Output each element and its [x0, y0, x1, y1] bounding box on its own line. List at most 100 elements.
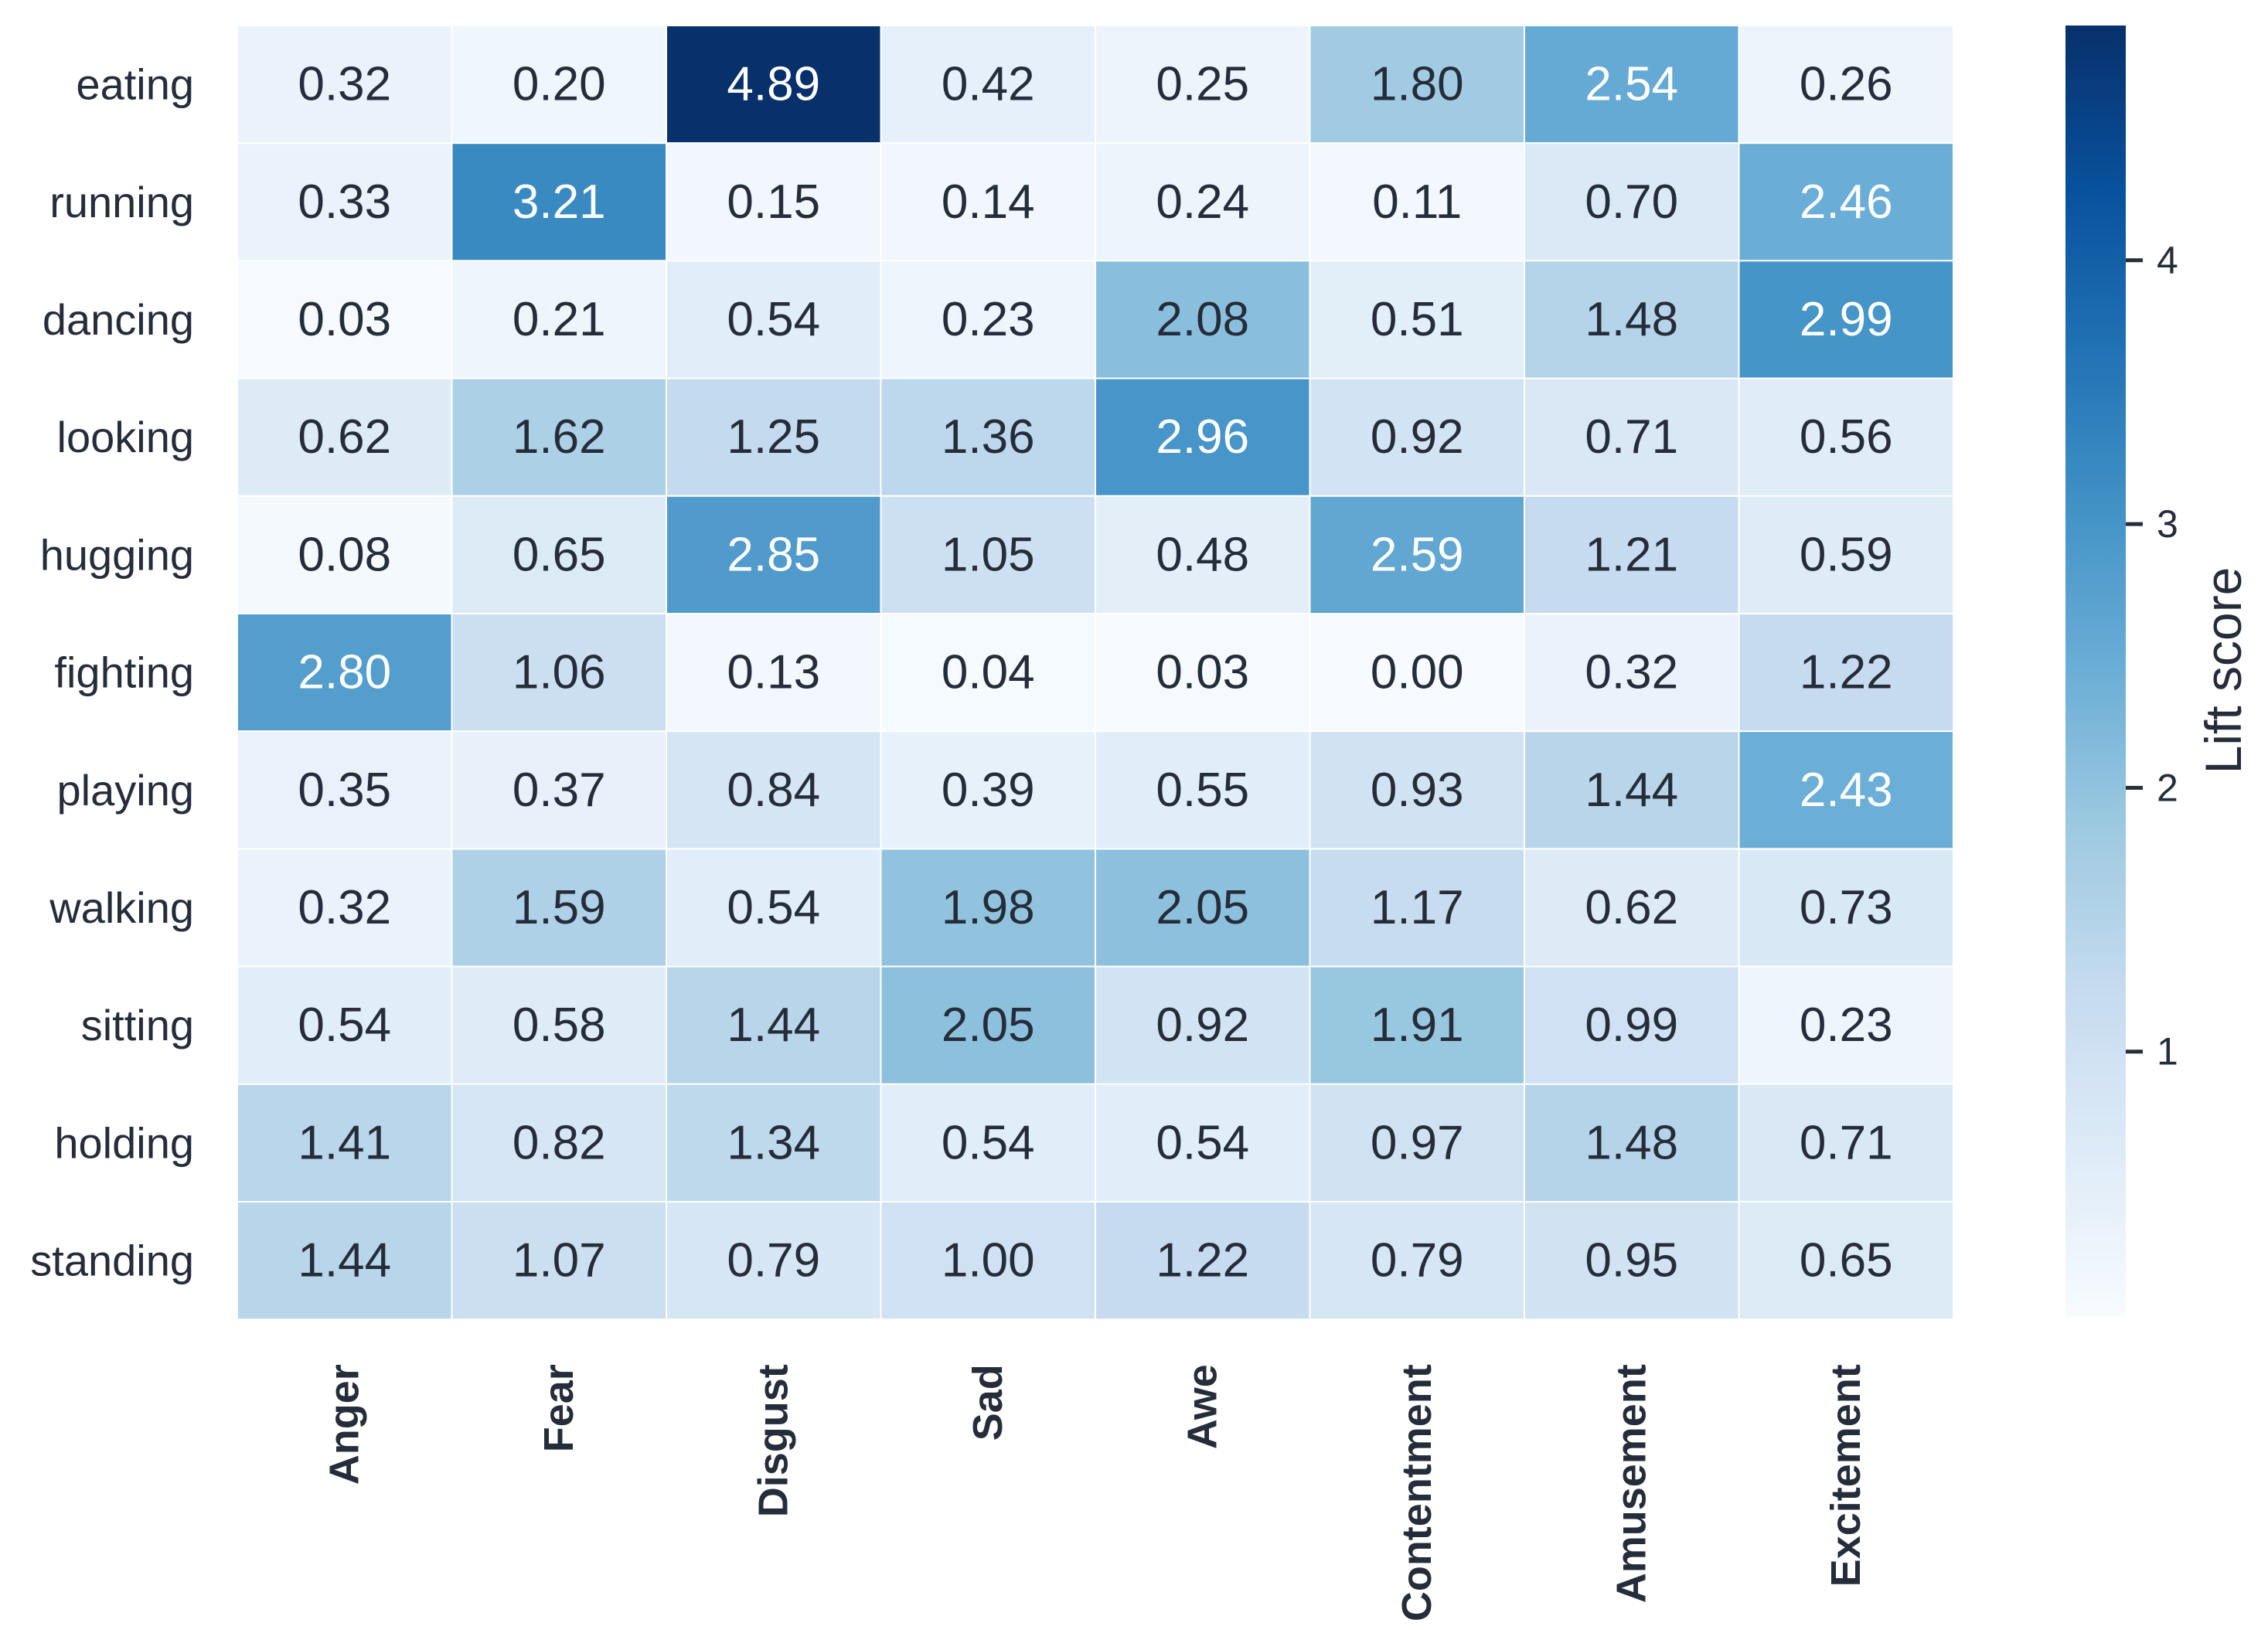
heatmap-cell [1524, 1083, 1740, 1203]
heatmap-cell [451, 965, 667, 1085]
heatmap-cell-value: 1.00 [942, 1234, 1035, 1288]
heatmap-cell-value: 0.59 [1800, 528, 1893, 581]
heatmap-cell [1738, 142, 1954, 262]
row-label: playing [57, 766, 194, 815]
heatmap-cell [1309, 260, 1525, 379]
column-label: Anger [322, 1364, 368, 1485]
heatmap-cell-value: 1.22 [1156, 1234, 1249, 1288]
row-label: hugging [40, 530, 194, 579]
heatmap-cell-value: 1.44 [1585, 764, 1678, 817]
heatmap-cell [237, 730, 453, 850]
heatmap-cell-value: 0.54 [1156, 1116, 1249, 1169]
heatmap-cell [880, 495, 1096, 614]
heatmap-cell [1524, 613, 1740, 733]
heatmap-cell-value: 1.59 [513, 881, 606, 934]
heatmap-cell-value: 0.37 [513, 764, 606, 817]
colorbar-tick-label: 4 [2157, 239, 2178, 282]
heatmap-cell-value: 0.24 [1156, 175, 1249, 229]
heatmap-cell [666, 260, 882, 379]
heatmap-cell-value: 0.14 [942, 175, 1035, 229]
heatmap-cells: 0.32 0.20 4.89 0.42 0.25 1.80 2.54 0.26 0.33 3.21… [237, 25, 1954, 1321]
heatmap-cell [1095, 965, 1311, 1085]
row-label: looking [57, 413, 194, 461]
heatmap-cell [1738, 613, 1954, 733]
column-label: Excitement [1823, 1364, 1869, 1587]
heatmap-cell [1524, 1201, 1740, 1321]
colorbar-tick-label: 3 [2157, 502, 2178, 546]
heatmap-cell-value: 0.58 [513, 999, 606, 1052]
heatmap-cell-value: 2.80 [298, 646, 391, 699]
heatmap-cell [1738, 965, 1954, 1085]
heatmap-cell-value: 2.05 [942, 999, 1035, 1052]
row-label: eating [76, 60, 194, 109]
heatmap-cell [666, 1201, 882, 1321]
heatmap-cell-value: 0.13 [727, 646, 820, 699]
heatmap-cell-value: 0.73 [1800, 881, 1893, 934]
heatmap-cell [1524, 495, 1740, 614]
colorbar-title: Lift score [2195, 567, 2252, 774]
heatmap-cell [666, 25, 882, 145]
row-label: sitting [81, 1001, 194, 1050]
column-label: Amusement [1609, 1364, 1655, 1603]
heatmap-cell [1095, 848, 1311, 968]
column-label: Fear [536, 1364, 582, 1452]
heatmap-cell [237, 1083, 453, 1203]
heatmap-cell-value: 0.35 [298, 764, 391, 817]
heatmap-cell [451, 1083, 667, 1203]
heatmap-cell [451, 260, 667, 379]
heatmap-cell-value: 0.54 [727, 881, 820, 934]
heatmap-cell [1309, 25, 1525, 145]
heatmap-cell-value: 1.98 [942, 881, 1035, 934]
heatmap-cell-value: 0.95 [1585, 1234, 1678, 1288]
heatmap-cell-value: 0.65 [513, 528, 606, 581]
heatmap-cell-value: 0.65 [1800, 1234, 1893, 1288]
heatmap-cell-value: 0.54 [298, 999, 391, 1052]
heatmap-cell-value: 0.92 [1156, 999, 1249, 1052]
heatmap-cell-value: 0.00 [1371, 646, 1464, 699]
heatmap-cell [1524, 142, 1740, 262]
heatmap-cell-value: 0.71 [1800, 1116, 1893, 1169]
heatmap-cell [880, 260, 1096, 379]
colorbar-ticks: 1 2 3 4 [2126, 239, 2178, 1073]
heatmap-cell [1309, 730, 1525, 850]
heatmap-cell [1095, 1201, 1311, 1321]
heatmap-cell [1095, 613, 1311, 733]
heatmap-cell [666, 377, 882, 497]
heatmap-cell [880, 1201, 1096, 1321]
heatmap-cell-value: 2.05 [1156, 881, 1249, 934]
heatmap-cell-value: 1.41 [298, 1116, 391, 1169]
heatmap-cell [880, 25, 1096, 145]
heatmap-cell-value: 0.79 [727, 1234, 820, 1288]
heatmap-cell-value: 2.43 [1800, 764, 1893, 817]
heatmap-cell-value: 1.36 [942, 410, 1035, 464]
heatmap-cell [1095, 730, 1311, 850]
heatmap-cell [1524, 377, 1740, 497]
row-label: holding [54, 1118, 194, 1167]
heatmap-cell-value: 0.54 [942, 1116, 1035, 1169]
heatmap-cell-value: 1.05 [942, 528, 1035, 581]
heatmap-cell-value: 2.96 [1156, 410, 1249, 464]
heatmap-cell-value: 0.03 [298, 293, 391, 346]
heatmap-cell-value: 1.21 [1585, 528, 1678, 581]
heatmap-cell-value: 1.62 [513, 410, 606, 464]
heatmap-cell-value: 0.21 [513, 293, 606, 346]
heatmap-cell [1095, 260, 1311, 379]
heatmap-cell [1309, 965, 1525, 1085]
heatmap-cell [880, 377, 1096, 497]
heatmap-cell [1524, 730, 1740, 850]
heatmap-cell-value: 0.11 [1372, 175, 1462, 229]
heatmap-cell-value: 4.89 [727, 58, 820, 111]
colorbar-tick-label: 2 [2157, 766, 2178, 809]
heatmap-cell [237, 848, 453, 968]
heatmap-cell-value: 0.25 [1156, 58, 1249, 111]
heatmap-cell-value: 1.17 [1371, 881, 1464, 934]
heatmap-cell [1309, 1201, 1525, 1321]
row-label: standing [30, 1237, 194, 1285]
row-label: dancing [43, 295, 194, 344]
column-label: Awe [1180, 1364, 1226, 1449]
heatmap-cell-value: 0.33 [298, 175, 391, 229]
column-label: Sad [965, 1364, 1011, 1441]
heatmap-cell-value: 2.85 [727, 528, 820, 581]
heatmap-cell [1309, 495, 1525, 614]
heatmap-cell-value: 0.32 [298, 881, 391, 934]
